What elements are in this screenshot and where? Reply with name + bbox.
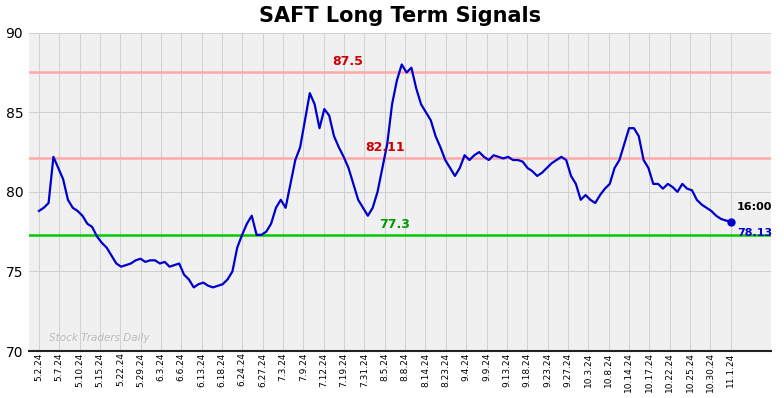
Text: 16:00: 16:00 <box>737 202 772 212</box>
Text: Stock Traders Daily: Stock Traders Daily <box>49 333 150 343</box>
Text: 82.11: 82.11 <box>365 141 405 154</box>
Title: SAFT Long Term Signals: SAFT Long Term Signals <box>259 6 541 25</box>
Text: 87.5: 87.5 <box>332 55 364 68</box>
Text: 78.13: 78.13 <box>737 228 772 238</box>
Text: 77.3: 77.3 <box>379 218 410 231</box>
